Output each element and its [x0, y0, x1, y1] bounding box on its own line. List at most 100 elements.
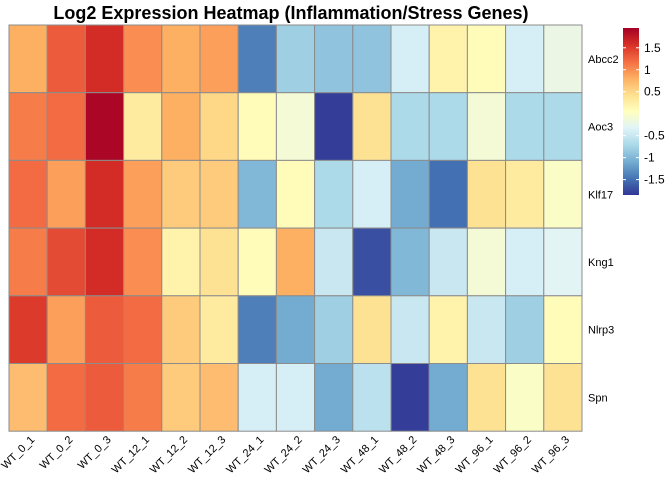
heatmap-cell-Nlrp3-WT_48_3 [428, 295, 468, 364]
heatmap-cell-Kng1-WT_96_2 [505, 227, 545, 297]
heatmap-cell-Aoc3-WT_48_3 [428, 92, 468, 161]
heatmap-cell-Klf17-WT_96_3 [543, 159, 583, 229]
row-label: Klf17 [588, 189, 613, 201]
column-label: WT_96_1 [453, 434, 495, 476]
heatmap-cell-Aoc3-WT_0_1 [8, 92, 48, 161]
heatmap-cell-Klf17-WT_24_1 [237, 159, 277, 229]
heatmap-cell-Spn-WT_12_2 [161, 363, 201, 432]
heatmap-cell-Kng1-WT_24_3 [314, 227, 354, 297]
column-label: WT_12_2 [148, 434, 190, 476]
heatmap-cell-Abcc2-WT_24_3 [314, 24, 354, 94]
heatmap-cell-Klf17-WT_0_2 [46, 159, 86, 229]
heatmap-cell-Abcc2-WT_96_1 [466, 24, 507, 94]
heatmap-cell-Abcc2-WT_48_2 [390, 24, 430, 94]
heatmap-cell-Nlrp3-WT_96_2 [505, 295, 545, 364]
row-label: Aoc3 [588, 122, 613, 134]
colorbar-tick-label: 0.5 [644, 85, 661, 99]
heatmap-cell-Aoc3-WT_12_1 [123, 92, 163, 161]
column-label: WT_24_1 [224, 434, 266, 476]
heatmap-cell-Aoc3-WT_24_2 [275, 92, 316, 161]
heatmap-cell-Klf17-WT_48_1 [352, 159, 392, 229]
heatmap-cell-Aoc3-WT_24_3 [314, 92, 354, 161]
heatmap-cell-Spn-WT_0_2 [46, 363, 86, 432]
heatmap-cell-Abcc2-WT_48_3 [428, 24, 468, 94]
heatmap-cell-Kng1-WT_0_2 [46, 227, 86, 297]
heatmap-cell-Abcc2-WT_12_3 [199, 24, 239, 94]
heatmap-cell-Abcc2-WT_24_1 [237, 24, 277, 94]
heatmap-cell-Spn-WT_48_3 [428, 363, 468, 432]
heatmap-cell-Spn-WT_24_3 [314, 363, 354, 432]
row-label: Nlrp3 [588, 325, 614, 337]
heatmap-cell-Nlrp3-WT_96_3 [543, 295, 583, 364]
heatmap-cell-Abcc2-WT_96_2 [505, 24, 545, 94]
heatmap-cell-Abcc2-WT_24_2 [275, 24, 316, 94]
heatmap-cell-Abcc2-WT_12_2 [161, 24, 201, 94]
column-label: WT_48_1 [339, 434, 381, 476]
column-label: WT_0_2 [38, 434, 76, 472]
heatmap-cell-Aoc3-WT_48_2 [390, 92, 430, 161]
column-label: WT_0_1 [0, 434, 37, 472]
heatmap-cell-Abcc2-WT_0_2 [46, 24, 86, 94]
heatmap-cell-Nlrp3-WT_96_1 [466, 295, 507, 364]
heatmap-cell-Kng1-WT_24_2 [275, 227, 316, 297]
heatmap-cell-Kng1-WT_0_3 [84, 227, 125, 297]
heatmap-cell-Aoc3-WT_0_2 [46, 92, 86, 161]
heatmap-cell-Kng1-WT_48_2 [390, 227, 430, 297]
column-label: WT_24_2 [262, 434, 304, 476]
column-label: WT_12_1 [110, 434, 152, 476]
heatmap-cell-Spn-WT_12_1 [123, 363, 163, 432]
heatmap-cell-Klf17-WT_12_2 [161, 159, 201, 229]
heatmap-cell-Klf17-WT_24_2 [275, 159, 316, 229]
heatmap-cell-Spn-WT_12_3 [199, 363, 239, 432]
heatmap-cell-Kng1-WT_48_3 [428, 227, 468, 297]
heatmap-cell-Spn-WT_0_1 [8, 363, 48, 432]
colorbar-ticks: 1.5 1 0.5 -0.5 -1 -1.5 [623, 41, 665, 187]
heatmap-cell-Aoc3-WT_96_2 [505, 92, 545, 161]
heatmap-cell-Nlrp3-WT_24_3 [314, 295, 354, 364]
colorbar-tick-label: 1.5 [644, 41, 661, 55]
heatmap-cell-Spn-WT_96_3 [543, 363, 583, 432]
chart-title: Log2 Expression Heatmap (Inflammation/St… [53, 3, 528, 23]
heatmap-cell-Nlrp3-WT_0_1 [8, 295, 48, 364]
heatmap-cell-Nlrp3-WT_24_1 [237, 295, 277, 364]
colorbar-tick-label: -1 [644, 151, 655, 165]
heatmap-cell-Kng1-WT_48_1 [352, 227, 392, 297]
row-label: Spn [588, 392, 608, 404]
colorbar-tick-label: -0.5 [644, 129, 665, 143]
heatmap-cell-Kng1-WT_24_1 [237, 227, 277, 297]
heatmap-cell-Aoc3-WT_96_1 [466, 92, 507, 161]
column-label: WT_48_2 [377, 434, 419, 476]
heatmap-cell-Kng1-WT_96_3 [543, 227, 583, 297]
heatmap-cell-Klf17-WT_48_3 [428, 159, 468, 229]
heatmap-cells [8, 24, 583, 432]
heatmap-cell-Nlrp3-WT_0_3 [84, 295, 125, 364]
heatmap-cell-Nlrp3-WT_0_2 [46, 295, 86, 364]
heatmap-cell-Klf17-WT_48_2 [390, 159, 430, 229]
row-labels: Abcc2 Aoc3 Klf17 Kng1 Nlrp3 Spn [588, 54, 619, 405]
heatmap-cell-Klf17-WT_0_1 [8, 159, 48, 229]
heatmap-cell-Abcc2-WT_0_1 [8, 24, 48, 94]
heatmap-cell-Nlrp3-WT_24_2 [275, 295, 316, 364]
heatmap-cell-Aoc3-WT_12_2 [161, 92, 201, 161]
heatmap-cell-Klf17-WT_0_3 [84, 159, 125, 229]
heatmap-cell-Kng1-WT_12_3 [199, 227, 239, 297]
heatmap-cell-Abcc2-WT_96_3 [543, 24, 583, 94]
heatmap-cell-Kng1-WT_96_1 [466, 227, 507, 297]
heatmap-cell-Nlrp3-WT_48_1 [352, 295, 392, 364]
heatmap-cell-Spn-WT_96_2 [505, 363, 545, 432]
heatmap-cell-Klf17-WT_96_2 [505, 159, 545, 229]
heatmap-cell-Aoc3-WT_96_3 [543, 92, 583, 161]
heatmap-cell-Klf17-WT_12_1 [123, 159, 163, 229]
heatmap-cell-Aoc3-WT_24_1 [237, 92, 277, 161]
column-label: WT_12_3 [186, 434, 228, 476]
row-label: Kng1 [588, 257, 614, 269]
heatmap-cell-Spn-WT_0_3 [84, 363, 125, 432]
column-label: WT_96_3 [530, 434, 572, 476]
colorbar-tick-label: 1 [644, 63, 651, 77]
heatmap-cell-Kng1-WT_0_1 [8, 227, 48, 297]
heatmap-cell-Nlrp3-WT_12_2 [161, 295, 201, 364]
heatmap-cell-Spn-WT_24_1 [237, 363, 277, 432]
heatmap-cell-Abcc2-WT_0_3 [84, 24, 125, 94]
heatmap-cell-Abcc2-WT_48_1 [352, 24, 392, 94]
color-legend: 1.5 1 0.5 -0.5 -1 -1.5 [623, 28, 665, 195]
